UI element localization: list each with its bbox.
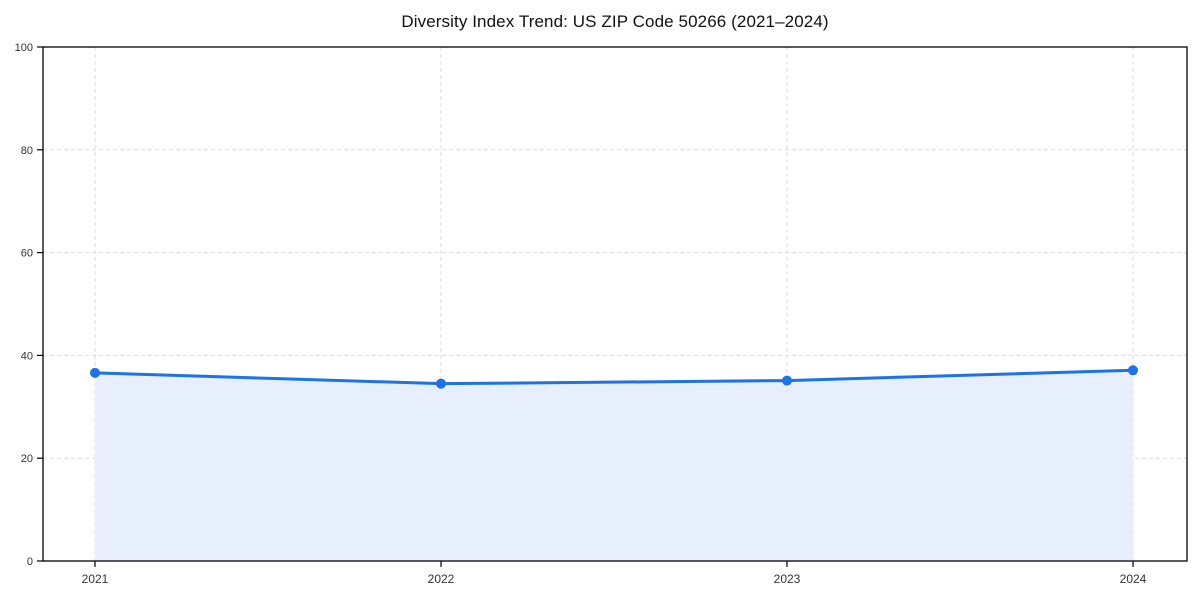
data-point-marker [90, 367, 100, 378]
series-area-fill [95, 370, 1133, 561]
x-tick-label: 2023 [774, 572, 801, 586]
y-tick-label: 60 [21, 248, 33, 260]
y-tick-label: 0 [27, 556, 33, 568]
plot-border [42, 46, 1188, 562]
x-tick-label: 2024 [1120, 572, 1147, 586]
data-point-marker [1128, 365, 1138, 376]
data-point-marker [782, 375, 792, 386]
y-tick-label: 20 [21, 453, 33, 465]
y-tick-label: 100 [15, 42, 33, 54]
x-tick-label: 2022 [428, 572, 455, 586]
series-line [93, 368, 1135, 386]
y-tick-label: 40 [21, 350, 33, 362]
data-point-marker [436, 378, 446, 389]
chart-title: Diversity Index Trend: US ZIP Code 50266… [401, 12, 829, 31]
y-tick-label: 80 [21, 145, 33, 157]
x-tick-label: 2021 [82, 572, 109, 586]
